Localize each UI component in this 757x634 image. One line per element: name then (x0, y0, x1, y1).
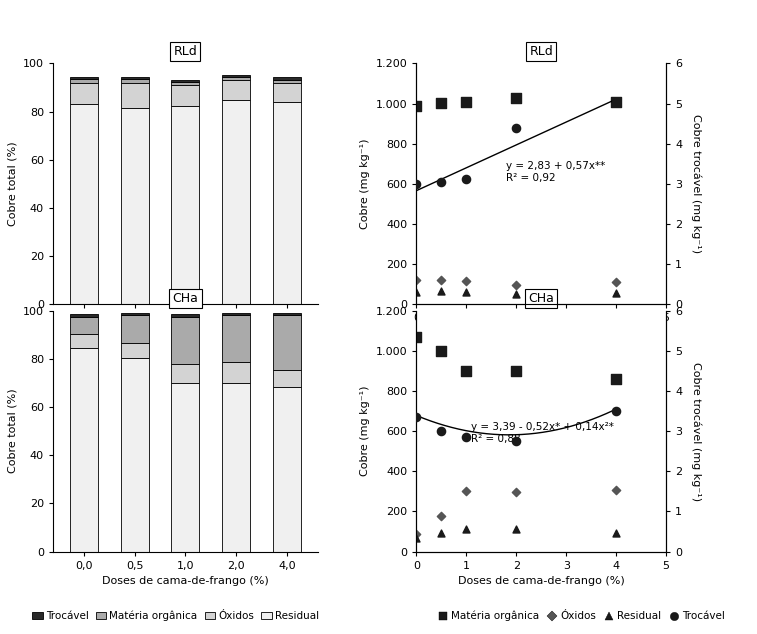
Point (460, 276, 472, 287)
Point (435, 512, 447, 522)
Title: CHa: CHa (528, 292, 554, 306)
Point (410, 287, 422, 297)
Bar (70, 79, 98, 82)
Point (435, 346, 447, 356)
Point (460, 432, 472, 443)
Bar (223, 77, 251, 81)
Bar (171, 314, 200, 317)
Bar (273, 82, 301, 102)
Bar (273, 80, 301, 82)
Bar (120, 316, 148, 343)
Point (435, 527, 447, 538)
Bar (223, 313, 251, 316)
Bar (70, 105, 98, 304)
Point (435, 275, 447, 285)
Point (610, 277, 622, 287)
Point (410, 529, 422, 539)
Bar (120, 79, 148, 82)
Bar (70, 317, 98, 333)
Bar (171, 80, 200, 82)
Point (510, 366, 522, 376)
Bar (120, 313, 148, 316)
Point (410, 100, 422, 110)
Y-axis label: Cobre trocável (mg kg⁻¹): Cobre trocável (mg kg⁻¹) (691, 361, 702, 501)
Point (460, 174, 472, 184)
Bar (273, 313, 301, 316)
X-axis label: Doses de cama-de-frango (%): Doses de cama-de-frango (%) (458, 576, 625, 586)
Point (510, 122, 522, 133)
Legend: Trocável, Matéria orgânica, Óxidos, Residual: Trocável, Matéria orgânica, Óxidos, Resi… (28, 607, 323, 626)
Bar (223, 363, 251, 383)
Point (510, 524, 522, 534)
Point (435, 426, 447, 436)
Bar (171, 364, 200, 383)
Bar (273, 102, 301, 304)
Point (460, 524, 472, 534)
Point (510, 488, 522, 498)
Bar (223, 81, 251, 100)
Point (410, 533, 422, 543)
Y-axis label: Cobre trocável (mg kg⁻¹): Cobre trocável (mg kg⁻¹) (691, 114, 702, 254)
Bar (223, 383, 251, 552)
Point (610, 406, 622, 416)
Point (610, 485, 622, 495)
Bar (120, 108, 148, 304)
Point (460, 486, 472, 496)
Bar (223, 316, 251, 363)
Point (610, 96, 622, 107)
Point (410, 412, 422, 422)
Point (460, 96, 472, 107)
Bar (70, 82, 98, 105)
Point (610, 527, 622, 538)
Point (610, 288, 622, 299)
X-axis label: Doses de cama-de-frango (%): Doses de cama-de-frango (%) (102, 576, 269, 586)
Bar (171, 317, 200, 364)
Point (410, 332, 422, 342)
Bar (70, 77, 98, 79)
Point (410, 179, 422, 189)
Bar (120, 77, 148, 79)
Bar (70, 314, 98, 317)
Point (510, 280, 522, 290)
Bar (120, 343, 148, 358)
Bar (120, 82, 148, 108)
Point (410, 275, 422, 285)
Y-axis label: Cobre (mg kg⁻¹): Cobre (mg kg⁻¹) (360, 139, 370, 229)
Bar (273, 77, 301, 80)
Text: y = 2,83 + 0,57x**
R² = 0,92: y = 2,83 + 0,57x** R² = 0,92 (506, 161, 606, 183)
Point (460, 366, 472, 376)
Text: y = 3,39 - 0,52x* + 0,14x²*
R² = 0,88: y = 3,39 - 0,52x* + 0,14x²* R² = 0,88 (472, 422, 614, 444)
Point (610, 96, 622, 107)
Point (435, 286, 447, 296)
Point (510, 289, 522, 299)
Title: RLd: RLd (529, 45, 553, 58)
Y-axis label: Cobre total (%): Cobre total (%) (8, 141, 17, 226)
Title: RLd: RLd (173, 45, 198, 58)
Bar (70, 348, 98, 552)
Bar (223, 100, 251, 304)
Point (435, 177, 447, 187)
Point (460, 287, 472, 297)
Y-axis label: Cobre (mg kg⁻¹): Cobre (mg kg⁻¹) (360, 386, 370, 476)
Legend: Matéria orgânica, Óxidos, Residual, Trocável: Matéria orgânica, Óxidos, Residual, Troc… (434, 607, 729, 626)
Point (610, 374, 622, 384)
Bar (273, 387, 301, 552)
Bar (273, 370, 301, 387)
Y-axis label: Cobre total (%): Cobre total (%) (8, 389, 17, 474)
Point (510, 436, 522, 446)
Title: CHa: CHa (173, 292, 198, 306)
Bar (171, 105, 200, 304)
Bar (120, 358, 148, 552)
Bar (70, 333, 98, 348)
Bar (171, 82, 200, 85)
Bar (171, 383, 200, 552)
Point (510, 93, 522, 103)
Bar (171, 85, 200, 105)
Bar (223, 75, 251, 77)
Bar (273, 316, 301, 370)
Point (435, 98, 447, 108)
